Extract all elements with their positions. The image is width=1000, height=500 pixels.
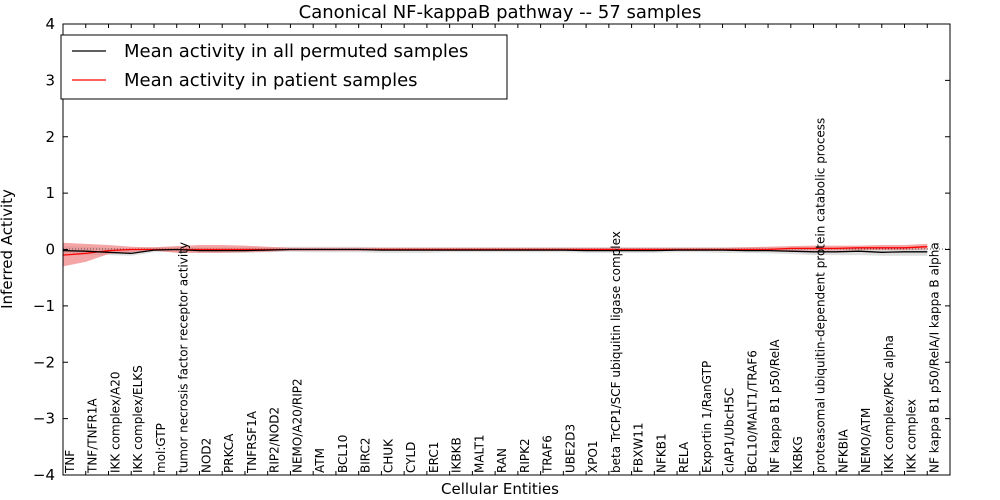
x-tick-label: NFKBIA	[836, 428, 850, 473]
x-tick-label: FBXW11	[632, 423, 646, 474]
x-tick-label: NOD2	[200, 438, 214, 473]
line-series-0	[62, 248, 928, 255]
x-tick-label: RELA	[677, 441, 691, 473]
x-tick-label: IKBKG	[791, 436, 805, 473]
x-tick-label: IKBKB	[450, 437, 464, 473]
x-tick-label: Exportin 1/RanGTP	[700, 361, 714, 473]
confidence-bands	[63, 242, 928, 267]
x-tick-label: ERC1	[427, 442, 441, 473]
y-tick-label: 0	[45, 241, 55, 259]
x-tick-label: NEMO/A20/RIP2	[290, 378, 304, 473]
y-tick-label: 4	[45, 15, 55, 33]
series-lines	[62, 246, 928, 256]
band-series-1	[63, 242, 928, 267]
legend-box	[60, 34, 508, 100]
x-tick-label: IKK complex/PKC alpha	[882, 335, 896, 473]
x-tick-label: CHUK	[381, 438, 395, 473]
x-tick-label: NF kappa B1 p50/RelA/I kappa B alpha	[927, 242, 941, 473]
x-tick-label: IKK complex/A20	[109, 372, 123, 473]
x-tick-label: IKK complex	[905, 399, 919, 473]
x-tick-label: TNF/TNFR1A	[86, 398, 100, 474]
legend-entry-permuted: Mean activity in all permuted samples	[124, 41, 468, 62]
x-tick-label: cIAP1/UbcH5C	[723, 388, 737, 473]
chart-title: Canonical NF-kappaB pathway -- 57 sample…	[299, 2, 702, 23]
y-axis-ticks: 4 3 2 1 0 −1 −2 −3 −4	[33, 15, 950, 484]
y-tick-label: 3	[45, 71, 55, 89]
x-tick-label: XPO1	[586, 440, 600, 473]
y-tick-label: −1	[33, 297, 55, 315]
x-tick-label: BIRC2	[359, 437, 373, 473]
y-tick-label: 1	[45, 184, 55, 202]
x-tick-label: ATM	[313, 448, 327, 473]
x-tick-label: TRAF6	[541, 435, 555, 474]
x-tick-label: tumor necrosis factor receptor activity	[177, 242, 191, 473]
x-tick-label: RAN	[495, 448, 509, 473]
x-tick-label: IKK complex/ELKS	[131, 365, 145, 473]
plot-frame	[62, 23, 951, 476]
x-tick-label: proteasomal ubiquitin-dependent protein …	[814, 118, 828, 473]
legend-entry-patient: Mean activity in patient samples	[124, 70, 418, 91]
legend: Mean activity in all permuted samples Me…	[60, 34, 508, 100]
y-tick-label: −2	[33, 353, 55, 371]
y-tick-label: 2	[45, 128, 55, 146]
x-tick-label: RIP2/NOD2	[268, 407, 282, 473]
y-tick-label: −4	[33, 466, 55, 484]
x-tick-label: BCL10	[336, 435, 350, 473]
x-tick-label: TNFRSF1A	[245, 410, 259, 474]
y-tick-label: −3	[33, 410, 55, 428]
x-tick-label: PRKCA	[222, 433, 236, 473]
x-tick-label: BCL10/MALT1/TRAF6	[745, 350, 759, 473]
x-tick-label: beta TrCP1/SCF ubiquitin ligase complex	[609, 231, 623, 473]
x-tick-label: RIPK2	[518, 438, 532, 473]
x-tick-label: UBE2D3	[563, 424, 577, 473]
x-tick-label: mol:GTP	[154, 423, 168, 473]
x-tick-label: CYLD	[404, 442, 418, 473]
x-axis-label: Cellular Entities	[441, 480, 559, 498]
x-tick-label: NF kappa B1 p50/RelA	[768, 339, 782, 473]
y-axis-label: Inferred Activity	[0, 189, 16, 309]
x-tick-labels: TNF TNF/TNFR1A IKK complex/A20 IKK complex/…	[62, 24, 941, 475]
x-tick-label: TNF	[63, 450, 77, 474]
x-tick-label: NEMO/ATM	[859, 408, 873, 473]
x-tick-label: MALT1	[472, 434, 486, 473]
x-tick-label: NFKB1	[654, 433, 668, 473]
